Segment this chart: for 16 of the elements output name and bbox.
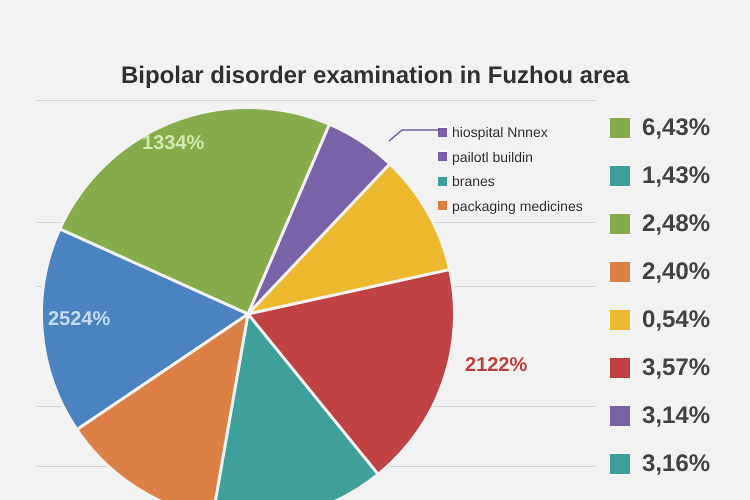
legend-label: packaging medicines [452, 198, 583, 214]
text: 3,16% [642, 450, 710, 478]
text: 3,14% [642, 402, 710, 430]
text: 2,40% [642, 258, 710, 286]
legend-label: branes [452, 173, 495, 190]
text: 1,43% [642, 162, 710, 190]
text: 1334% [142, 132, 204, 155]
text: pailotl buildin [452, 148, 533, 165]
chart-title: Bipolar disorder examination in Fuzhou area [120, 62, 630, 90]
text: 6,43% [642, 114, 710, 142]
text: 0,54% [642, 306, 710, 334]
text: 2122% [465, 354, 528, 377]
text: 2524% [48, 308, 110, 331]
text: 3,57% [642, 354, 710, 382]
legend-label: hiospital Nnnex [452, 124, 548, 140]
text: 2,48% [642, 210, 710, 238]
